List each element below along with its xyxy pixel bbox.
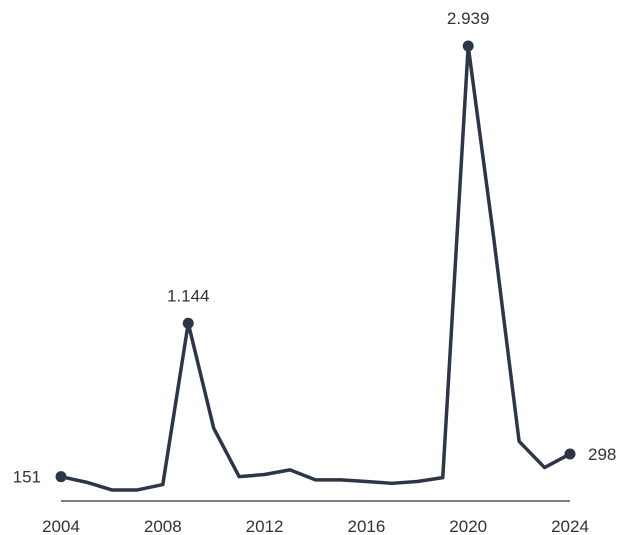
data-point-marker (564, 448, 576, 460)
data-label: 298 (588, 445, 616, 464)
series-line (59, 44, 572, 492)
series-line-group (59, 44, 572, 492)
x-tick-label: 2016 (347, 517, 385, 535)
x-tick-label: 2012 (246, 517, 284, 535)
data-point-marker (55, 471, 67, 483)
data-point-marker (462, 40, 474, 52)
x-tick-label: 2020 (449, 517, 487, 535)
x-tick-label: 2024 (551, 517, 589, 535)
data-label: 2.939 (447, 9, 490, 28)
data-label-group: 151 1.144 2.939 298 (13, 9, 617, 487)
data-point-marker (182, 317, 194, 329)
x-tick-label: 2004 (42, 517, 80, 535)
x-axis: 2004 2008 2012 2016 2020 2024 (42, 500, 589, 535)
x-tick-label: 2008 (144, 517, 182, 535)
data-label: 1.144 (167, 286, 210, 305)
data-label: 151 (13, 468, 41, 487)
data-point-group (55, 40, 576, 483)
